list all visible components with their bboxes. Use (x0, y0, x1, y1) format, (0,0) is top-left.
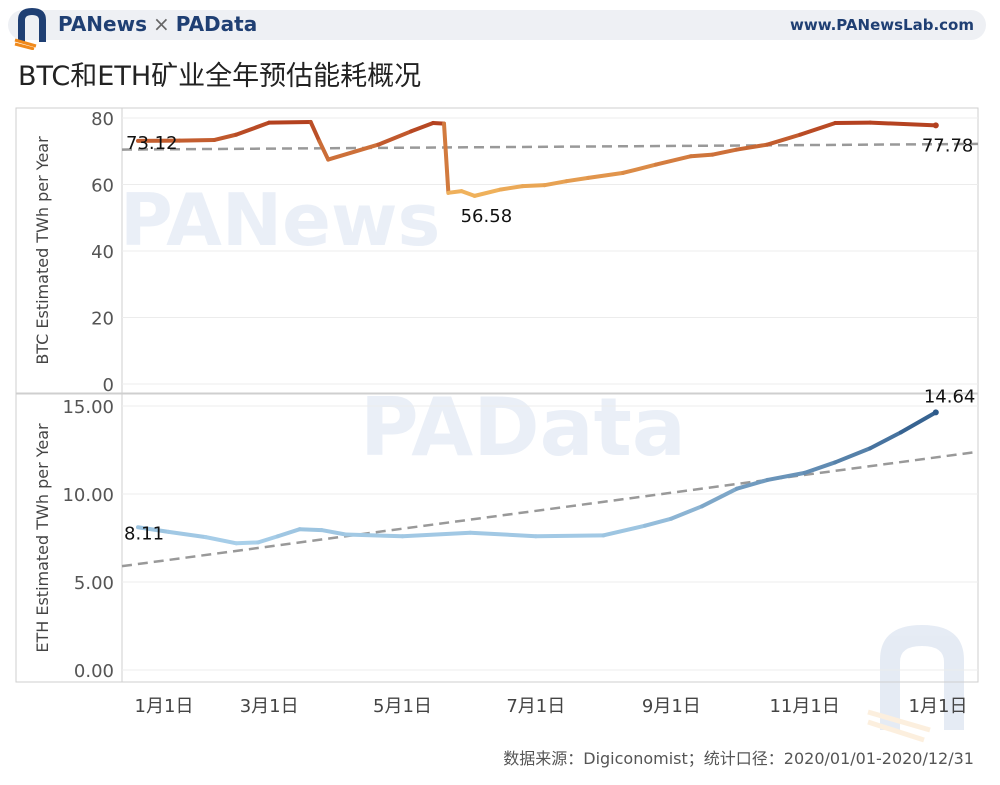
series-segment (468, 530, 538, 539)
data-label: 56.58 (461, 206, 513, 227)
y-tick-label: 5.00 (74, 573, 114, 594)
series-segment (326, 142, 381, 162)
series-segment (542, 179, 569, 188)
series-segment (409, 120, 436, 134)
site-url[interactable]: www.PANewsLab.com (790, 16, 974, 34)
y-tick-label: 60 (91, 176, 114, 197)
chart-title: BTC和ETH矿业全年预估能耗概况 (18, 61, 422, 92)
series-segment (765, 470, 807, 482)
series-segment (564, 175, 591, 184)
data-label: 14.64 (924, 386, 976, 407)
series-segment (297, 527, 324, 533)
series-segment (234, 120, 272, 137)
series-segment (136, 525, 171, 534)
series-segment (400, 530, 473, 539)
y-axis-label: ETH Estimated TWh per Year (33, 423, 52, 653)
series-segment (833, 446, 873, 465)
series-segment (699, 486, 739, 509)
y-tick-label: 10.00 (62, 485, 114, 506)
series-segment (343, 532, 405, 539)
series-segment (654, 154, 694, 167)
series-segment (868, 430, 903, 451)
x-tick-label: 1月1日 (909, 696, 968, 717)
data-label: 8.11 (124, 523, 164, 544)
brand-padata: PAData (175, 12, 258, 36)
series-segment (798, 120, 838, 137)
y-tick-label: 0.00 (74, 661, 114, 682)
x-tick-label: 3月1日 (240, 696, 299, 717)
x-tick-label: 7月1日 (506, 696, 565, 717)
y-axis-label: BTC Estimated TWh per Year (33, 136, 52, 365)
series-segment (319, 528, 348, 537)
series-end-point (932, 122, 939, 129)
x-tick-label: 11月1日 (769, 696, 839, 717)
series-segment (256, 534, 280, 545)
series-segment (275, 527, 302, 539)
trend-line (121, 142, 979, 151)
corner-logo-icon (867, 625, 964, 743)
series-segment (734, 142, 770, 152)
series-segment (689, 152, 715, 159)
data-label: 77.78 (922, 135, 974, 156)
series-segment (643, 516, 674, 528)
series-segment (442, 121, 451, 195)
header-band (8, 10, 986, 40)
x-tick-label: 9月1日 (642, 696, 701, 717)
series-segment (308, 119, 322, 144)
series-segment (446, 189, 464, 195)
panews-logo-icon (14, 8, 46, 50)
series-segment (177, 137, 217, 143)
brand: PANews × PAData (58, 12, 257, 36)
series-segment (317, 139, 331, 162)
series-end-point (932, 409, 939, 416)
series-segment (520, 183, 547, 189)
series-segment (710, 147, 739, 157)
series-segment (212, 132, 239, 142)
series-segment (898, 410, 938, 435)
series-segment (376, 129, 414, 147)
series-segment (669, 504, 704, 521)
series-segment (459, 189, 477, 198)
series-segment (533, 533, 606, 539)
series-segment (621, 162, 659, 175)
series-segment (802, 460, 838, 475)
x-tick-label: 5月1日 (373, 696, 432, 717)
series-segment (203, 535, 239, 546)
series-segment (601, 523, 648, 538)
brand-panews: PANews (58, 12, 147, 36)
x-tick-label: 1月1日 (135, 696, 194, 717)
y-tick-label: 0 (103, 375, 114, 396)
series-segment (765, 132, 803, 147)
brand-times: × (152, 12, 170, 36)
series-segment (267, 119, 313, 125)
y-tick-label: 40 (91, 242, 114, 263)
data-label: 73.12 (126, 133, 178, 154)
y-tick-label: 15.00 (62, 397, 114, 418)
series-segment (166, 529, 208, 540)
watermark-padata: PAData (360, 381, 686, 474)
series-segment (234, 540, 261, 546)
series-segment (734, 477, 770, 491)
series-segment (498, 184, 525, 192)
y-tick-label: 80 (91, 109, 114, 130)
header-bar: PANews × PAData www.PANewsLab.com (0, 0, 1000, 50)
source-note: 数据来源：Digiconomist；统计口径：2020/01/01-2020/1… (503, 749, 974, 768)
y-tick-label: 20 (91, 309, 114, 330)
series-segment (472, 187, 503, 198)
series-segment (868, 120, 938, 128)
panel-frame (15, 393, 979, 683)
series-segment (586, 170, 626, 180)
watermark-panews: PANews (120, 178, 440, 262)
